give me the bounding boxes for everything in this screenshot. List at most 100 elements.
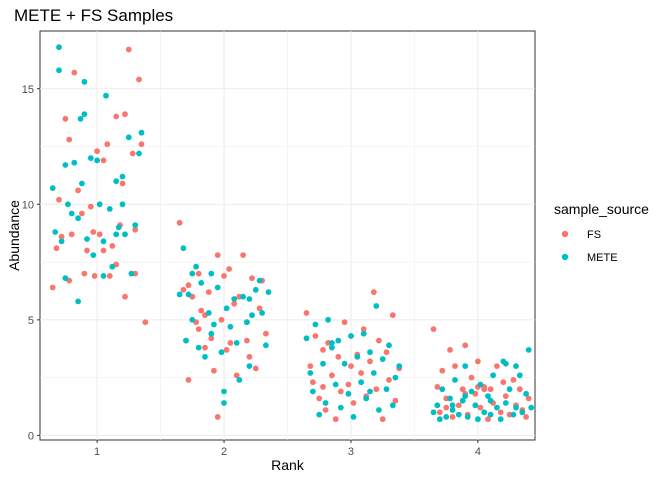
- data-point-mete: [128, 270, 135, 277]
- data-point-mete: [263, 342, 269, 349]
- data-point-mete: [189, 270, 196, 277]
- data-point-mete: [113, 178, 120, 185]
- data-point-mete: [77, 115, 84, 122]
- data-point-mete: [447, 395, 453, 402]
- data-point-mete: [307, 370, 314, 376]
- data-point-fs: [100, 247, 107, 254]
- data-point-fs: [459, 386, 466, 393]
- data-point-mete: [464, 414, 471, 420]
- data-point-mete: [303, 335, 310, 342]
- data-point-fs: [113, 113, 120, 120]
- data-point-mete: [449, 407, 456, 413]
- data-point-fs: [252, 365, 259, 372]
- data-point-mete: [71, 159, 78, 166]
- data-point-fs: [226, 266, 233, 272]
- x-tick-label: 4: [475, 446, 481, 458]
- data-point-fs: [307, 363, 314, 369]
- y-tick-label: 10: [22, 199, 34, 211]
- data-point-mete: [195, 344, 202, 351]
- data-point-fs: [263, 330, 269, 337]
- data-point-mete: [434, 402, 441, 409]
- data-point-fs: [332, 416, 339, 423]
- data-point-fs: [312, 333, 319, 339]
- data-point-mete: [312, 321, 319, 328]
- data-point-fs: [106, 273, 113, 279]
- data-point-fs: [516, 386, 523, 393]
- data-point-mete: [329, 340, 335, 346]
- data-point-fs: [214, 414, 221, 420]
- data-point-fs: [100, 157, 107, 164]
- data-point-fs: [376, 337, 382, 344]
- data-point-fs: [370, 289, 377, 295]
- data-point-mete: [259, 310, 265, 316]
- data-point-fs: [449, 414, 456, 420]
- x-tick-label: 2: [221, 446, 227, 458]
- data-point-fs: [310, 379, 316, 386]
- data-point-fs: [373, 386, 380, 393]
- data-point-fs: [462, 342, 469, 349]
- chart-title: METE + FS Samples: [14, 6, 173, 25]
- data-point-mete: [136, 150, 142, 157]
- data-point-fs: [485, 416, 491, 423]
- data-point-mete: [468, 388, 475, 395]
- data-point-fs: [475, 358, 481, 365]
- data-point-mete: [65, 201, 71, 208]
- legend-label-mete: METE: [587, 252, 618, 264]
- data-point-mete: [81, 78, 88, 85]
- data-point-fs: [386, 377, 392, 383]
- data-point-fs: [96, 231, 103, 238]
- data-point-fs: [316, 395, 323, 402]
- data-points: [49, 44, 535, 423]
- data-point-fs: [119, 180, 126, 187]
- data-point-mete: [525, 347, 532, 353]
- data-point-mete: [236, 377, 243, 383]
- data-point-fs: [142, 319, 149, 326]
- data-point-mete: [208, 330, 215, 337]
- x-tick-label: 1: [94, 446, 100, 458]
- data-point-mete: [348, 333, 354, 339]
- data-point-mete: [383, 386, 390, 393]
- data-point-mete: [233, 340, 240, 346]
- data-point-fs: [379, 416, 386, 423]
- data-point-mete: [252, 286, 259, 293]
- data-point-fs: [195, 326, 202, 332]
- data-point-mete: [485, 393, 491, 399]
- data-point-fs: [218, 316, 225, 323]
- data-point-mete: [180, 245, 187, 252]
- data-point-mete: [443, 414, 450, 420]
- data-point-mete: [211, 321, 217, 328]
- data-point-mete: [176, 291, 183, 298]
- data-point-fs: [185, 282, 192, 289]
- data-point-fs: [436, 409, 443, 416]
- data-point-mete: [56, 44, 62, 51]
- data-point-fs: [350, 400, 357, 406]
- data-point-mete: [56, 67, 62, 74]
- data-point-mete: [490, 372, 496, 379]
- data-point-fs: [180, 286, 187, 293]
- data-point-mete: [502, 360, 509, 367]
- data-point-mete: [516, 372, 523, 379]
- data-point-fs: [320, 347, 326, 353]
- data-point-fs: [202, 344, 208, 351]
- data-point-mete: [386, 342, 392, 349]
- data-point-mete: [332, 381, 339, 388]
- data-point-mete: [513, 404, 519, 411]
- data-point-mete: [320, 360, 326, 367]
- data-point-fs: [303, 310, 310, 316]
- data-point-mete: [115, 224, 122, 231]
- data-point-mete: [379, 356, 386, 362]
- data-point-fs: [53, 245, 60, 252]
- data-point-mete: [265, 289, 272, 295]
- x-tick-label: 3: [348, 446, 354, 458]
- data-point-mete: [487, 397, 494, 404]
- data-point-fs: [320, 384, 326, 390]
- data-point-mete: [202, 353, 208, 360]
- data-point-fs: [136, 76, 142, 83]
- data-point-mete: [90, 252, 97, 258]
- data-point-mete: [487, 411, 494, 418]
- data-point-mete: [367, 388, 373, 395]
- legend-key-mete: [561, 253, 569, 261]
- data-point-mete: [459, 397, 466, 404]
